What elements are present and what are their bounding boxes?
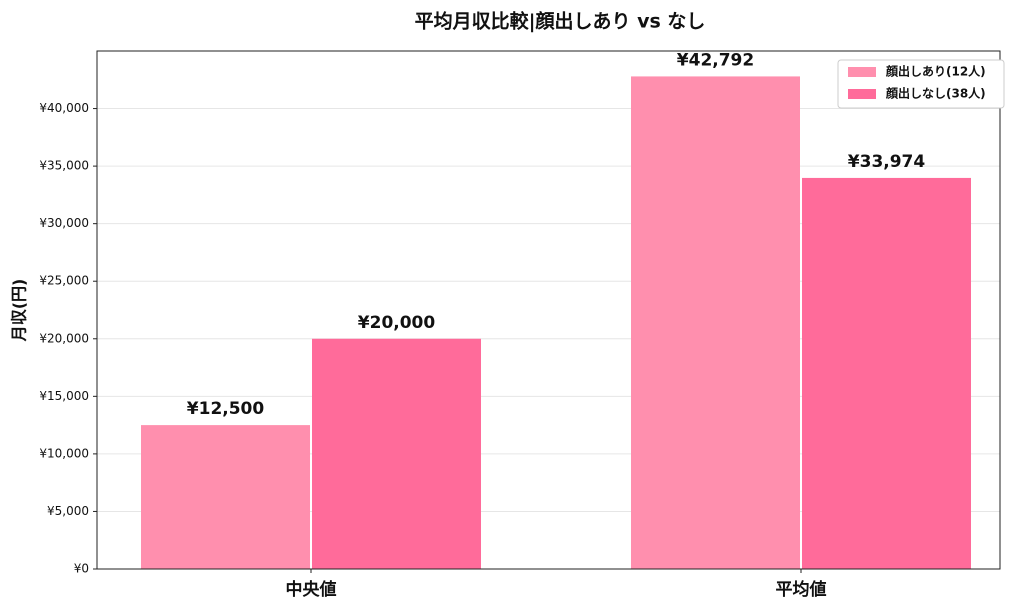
bar	[312, 338, 481, 569]
y-tick-label: ¥10,000	[39, 446, 89, 460]
y-tick-label: ¥20,000	[39, 331, 89, 345]
y-tick-label: ¥15,000	[39, 389, 89, 403]
bar	[802, 177, 971, 569]
bar	[631, 76, 800, 569]
plot-frame	[96, 50, 1001, 570]
legend-swatch	[848, 89, 876, 99]
value-label: ¥33,974	[848, 152, 926, 172]
y-tick-label: ¥30,000	[39, 216, 89, 230]
chart-title: 平均月収比較|顔出しあり vs なし	[415, 10, 706, 33]
value-label: ¥20,000	[358, 313, 436, 333]
legend-frame	[837, 59, 1005, 109]
legend-label: 顔出しなし(38人)	[885, 86, 986, 101]
x-tick-label: 平均値	[776, 579, 827, 600]
legend-swatch	[848, 67, 876, 77]
x-tick-label: 中央値	[286, 579, 337, 600]
y-tick-label: ¥0	[74, 562, 89, 576]
y-tick-label: ¥35,000	[39, 159, 89, 173]
bar	[141, 425, 310, 569]
value-label: ¥12,500	[187, 399, 265, 419]
legend: 顔出しあり(12人) 顔出しなし(38人)	[837, 59, 1005, 109]
y-tick-label: ¥5,000	[47, 504, 89, 518]
value-label: ¥42,792	[677, 50, 754, 70]
y-tick-label: ¥40,000	[39, 101, 89, 115]
y-axis-label: 月収(円)	[10, 279, 29, 343]
y-tick-label: ¥25,000	[39, 274, 89, 288]
legend-label: 顔出しあり(12人)	[885, 64, 986, 79]
